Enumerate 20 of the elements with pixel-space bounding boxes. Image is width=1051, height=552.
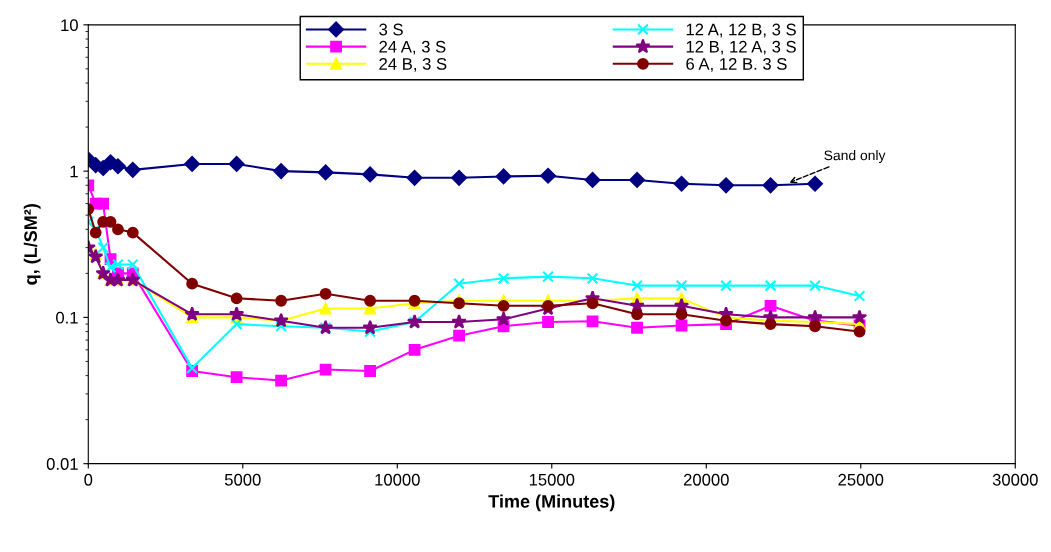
legend-label: 24 B, 3 S (379, 58, 447, 72)
y-tick-label: 0.1 (56, 311, 78, 324)
x-tick-label: 0 (84, 473, 93, 486)
y-tick-label: 0.01 (46, 458, 78, 470)
y-tick-label: 10 (61, 19, 78, 32)
legend-label: 12 A, 12 B, 3 S (686, 23, 796, 38)
y-tick-label: 1 (70, 165, 78, 178)
annotation: Sand only (824, 150, 886, 163)
x-tick-label: 15000 (529, 473, 575, 486)
x-tick-label: 20000 (683, 473, 729, 486)
x-tick-label: 10000 (375, 473, 420, 486)
legend-label: 12 B, 12 A, 3 S (686, 40, 796, 55)
legend-label: 6 A, 12 B. 3 S (686, 58, 787, 72)
legend-label: 24 A, 3 S (379, 40, 446, 55)
x-tick-label: 25000 (838, 473, 884, 486)
y-axis-title: q, (L/SM²) (23, 204, 41, 285)
x-axis-title: Time (Minutes) (488, 494, 615, 512)
legend-label: 3 S (379, 23, 403, 36)
x-tick-label: 30000 (992, 473, 1038, 486)
x-tick-label: 5000 (224, 473, 261, 486)
